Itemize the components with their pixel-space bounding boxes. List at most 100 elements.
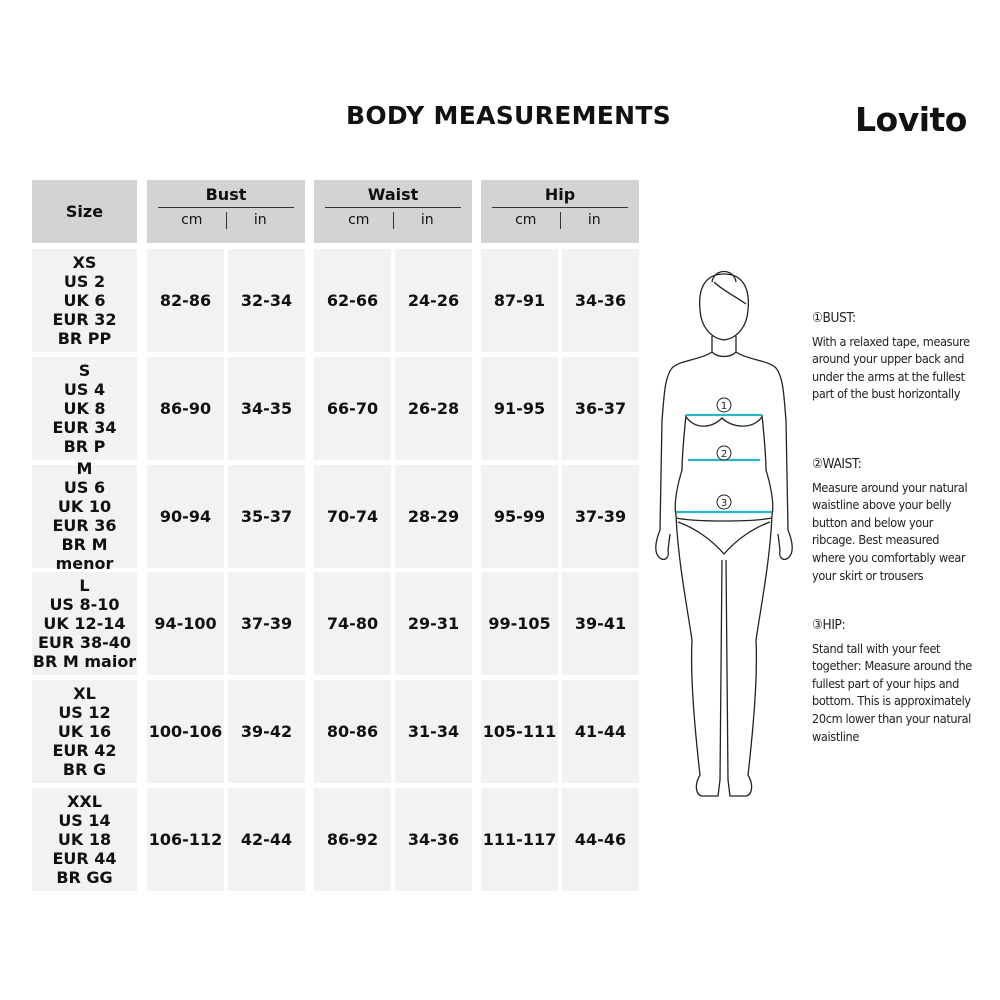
measurement-cell: 87-91 — [481, 249, 558, 352]
unit-cm: cm — [181, 212, 203, 228]
size-label-cell: XS US 2 UK 6 EUR 32 BR PP — [32, 249, 137, 352]
measurement-cell: 90-94 — [147, 464, 224, 568]
measurement-cell: 24-26 — [395, 249, 472, 352]
size-line: UK 18 — [57, 830, 112, 849]
waist-marker-label: 2 — [721, 449, 727, 460]
measurement-cell: 26-28 — [395, 356, 472, 460]
page-title: BODY MEASUREMENTS — [346, 101, 672, 130]
size-label-cell: M US 6 UK 10 EUR 36 BR M menor — [32, 459, 137, 573]
size-line: UK 10 — [57, 497, 112, 517]
head-outline — [698, 273, 750, 341]
column-group-header-bust: Bust cm in — [147, 180, 305, 243]
size-line: BR P — [63, 436, 106, 456]
hip-guide: ③HIP: Stand tall with your feet together… — [812, 617, 972, 745]
hip-guide-text: Stand tall with your feet together: Meas… — [812, 640, 972, 744]
unit-in: in — [253, 212, 267, 228]
measurement-cell: 37-39 — [228, 572, 305, 676]
brand-logo: Lovito — [855, 100, 967, 139]
unit-cm: cm — [515, 212, 537, 228]
measurement-cell: 34-35 — [228, 356, 305, 460]
measurement-cell: 80-86 — [314, 680, 391, 784]
measurement-cell: 99-105 — [481, 572, 558, 676]
torso-outline — [674, 414, 774, 797]
bust-curves — [685, 416, 763, 427]
column-group-header-waist: Waist cm in — [314, 180, 472, 243]
measurement-cell: 41-44 — [562, 680, 639, 784]
measurement-cell: 37-39 — [562, 464, 639, 568]
bust-guide-heading: ①BUST: — [812, 310, 856, 326]
waist-guide: ②WAIST: Measure around your natural wais… — [812, 456, 972, 584]
size-line: US 14 — [58, 811, 111, 830]
measurement-cell: 74-80 — [314, 572, 391, 676]
measurement-cell: 42-44 — [228, 788, 305, 891]
size-line: US 2 — [63, 272, 106, 291]
size-line: UK 12-14 — [43, 614, 126, 634]
measurement-cell: 111-117 — [481, 788, 558, 891]
unit-separator — [392, 212, 394, 229]
measurement-cell: 91-95 — [481, 356, 558, 460]
size-line: US 6 — [63, 478, 106, 498]
measurement-cell: 29-31 — [395, 572, 472, 676]
measurement-cell: 36-37 — [562, 356, 639, 460]
measurement-cell: 94-100 — [147, 572, 224, 676]
size-line: BR M menor — [55, 535, 114, 574]
measurement-cell: 31-34 — [395, 680, 472, 784]
unit-labels: cm in — [492, 212, 628, 229]
hair-bun — [711, 270, 747, 305]
size-line: EUR 36 — [52, 516, 117, 536]
group-name: Hip — [544, 185, 576, 204]
column-group-header-hip: Hip cm in — [481, 180, 639, 243]
measurement-cell: 32-34 — [228, 249, 305, 352]
size-line: M — [76, 459, 93, 479]
size-line: EUR 34 — [52, 417, 117, 437]
size-label-cell: S US 4 UK 8 EUR 34 BR P — [32, 356, 137, 460]
size-line: S — [78, 360, 91, 380]
size-line: BR GG — [56, 868, 113, 887]
measurement-cell: 70-74 — [314, 464, 391, 568]
hip-marker — [716, 494, 732, 510]
measurement-cell: 86-92 — [314, 788, 391, 891]
size-line: US 4 — [63, 379, 106, 399]
group-name: Bust — [205, 185, 247, 204]
measurement-cell: 100-106 — [147, 680, 224, 784]
divider — [492, 207, 628, 208]
body-figure-illustration: 1 2 3 — [655, 270, 793, 797]
size-line: UK 6 — [63, 291, 106, 310]
measurement-cell: 105-111 — [481, 680, 558, 784]
measurement-cell: 34-36 — [395, 788, 472, 891]
measurement-cell: 95-99 — [481, 464, 558, 568]
size-line: US 12 — [58, 703, 111, 723]
measurement-cell: 86-90 — [147, 356, 224, 460]
size-line: XS — [72, 253, 97, 272]
size-label-cell: XL US 12 UK 16 EUR 42 BR G — [32, 680, 137, 784]
hip-guide-heading: ③HIP: — [812, 617, 846, 633]
measurement-cell: 82-86 — [147, 249, 224, 352]
waist-guide-text: Measure around your natural waistline ab… — [812, 479, 968, 583]
measurement-cell: 66-70 — [314, 356, 391, 460]
neck-shoulders — [655, 336, 793, 561]
size-line: L — [79, 576, 90, 596]
unit-cm: cm — [348, 212, 370, 228]
size-line: XXL — [67, 792, 102, 811]
group-name: Waist — [367, 185, 419, 204]
measurement-cell: 35-37 — [228, 464, 305, 568]
divider — [158, 207, 294, 208]
measurement-cell: 44-46 — [562, 788, 639, 891]
size-line: XL — [73, 684, 96, 704]
unit-in: in — [420, 212, 434, 228]
size-label-cell: L US 8-10 UK 12-14 EUR 38-40 BR M maior — [32, 572, 137, 676]
divider — [325, 207, 461, 208]
unit-labels: cm in — [325, 212, 461, 229]
unit-labels: cm in — [158, 212, 294, 229]
hip-marker-label: 3 — [721, 498, 727, 509]
size-line: EUR 38-40 — [38, 633, 131, 653]
size-line: BR M maior — [32, 652, 137, 672]
measurement-cell: 39-42 — [228, 680, 305, 784]
bust-guide: ①BUST: With a relaxed tape, measure arou… — [812, 310, 972, 403]
measurement-cell: 34-36 — [562, 249, 639, 352]
bust-marker-label: 1 — [721, 401, 727, 412]
briefs-outline — [675, 517, 773, 555]
size-line: UK 8 — [63, 398, 106, 418]
size-line: BR G — [62, 760, 107, 780]
size-label-cell: XXL US 14 UK 18 EUR 44 BR GG — [32, 788, 137, 891]
